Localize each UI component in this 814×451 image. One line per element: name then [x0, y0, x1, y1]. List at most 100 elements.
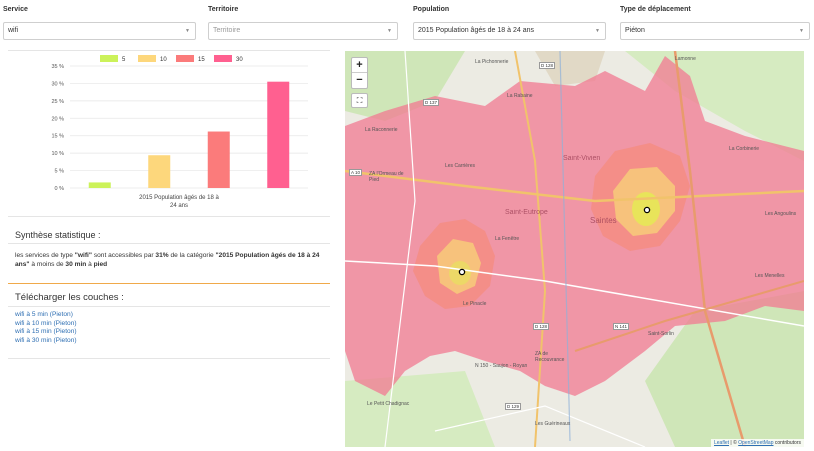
map-label-saint-eutrope: Saint-Eutrope: [505, 209, 548, 216]
road-secondary-1: [345, 260, 804, 327]
map-label-d128a: D 128: [539, 62, 556, 69]
map-label-rabaine: La Rabaine: [507, 93, 533, 99]
map-label-d128b: D 128: [533, 323, 550, 330]
stats-text: les services de type "wifi" sont accessi…: [15, 251, 331, 269]
road-secondary-3: [434, 405, 646, 447]
map-label-pichonnerie: La Pichonnerie: [475, 59, 509, 65]
map-label-lamonne: Lamonne: [675, 56, 696, 62]
y-tick-label: 5 %: [55, 169, 65, 175]
download-title-divider: [8, 306, 330, 307]
map-label-menelles: Les Menelles: [755, 273, 785, 279]
download-bottom-divider: [8, 358, 330, 359]
legend-swatch-30: [214, 55, 232, 62]
stats-title: Synthèse statistique :: [15, 230, 101, 240]
deplacement-select-value: Piéton: [625, 27, 645, 34]
download-link-30min[interactable]: wifi à 30 min (Pieton): [15, 336, 77, 344]
zoom-in-button[interactable]: +: [352, 58, 367, 73]
attrib-rest: contributors: [773, 440, 801, 446]
green-area-se: [645, 291, 804, 447]
legend-label-30: 30: [236, 57, 243, 63]
isochrone-30min: [345, 56, 804, 396]
download-links: wifi à 5 min (Pieton) wifi à 10 min (Pie…: [15, 311, 77, 345]
y-tick-label: 10 %: [51, 151, 64, 157]
y-tick-label: 25 %: [51, 99, 64, 105]
road-n150: [673, 51, 747, 447]
fullscreen-button[interactable]: ⛶: [351, 93, 368, 108]
map-label-carrieres: Les Carrières: [445, 163, 476, 169]
filter-deplacement: Type de déplacement: [620, 0, 691, 13]
chart-top-divider: [8, 50, 330, 51]
map-label-raconnerie: La Raconnerie: [365, 127, 398, 133]
map-label-fenetre: La Fenêtre: [495, 236, 520, 242]
map-label-pinacle: Le Pinacle: [463, 301, 487, 307]
filter-territoire: Territoire: [208, 0, 238, 13]
legend-swatch-15: [176, 55, 194, 62]
map-label-saint-vivien: Saint-Vivien: [563, 155, 601, 162]
map-label-za-recouvrance: ZA de Recouvrance: [535, 351, 565, 363]
map-label-saintes: Saintes: [590, 216, 617, 225]
filter-service: Service: [3, 0, 28, 13]
population-select[interactable]: 2015 Population âgés de 18 à 24 ans ▼: [413, 22, 606, 40]
territoire-select[interactable]: Territoire ▼: [208, 22, 398, 40]
bar-5min: [88, 182, 111, 188]
y-tick-label: 20 %: [51, 116, 64, 122]
stats-divider: [8, 243, 330, 244]
bar-chart-svg: 0 % 5 % 10 % 15 % 20 % 25 % 30 % 35 % 2015 Popul…: [51, 55, 308, 209]
territoire-select-placeholder: Territoire: [213, 27, 241, 34]
wifi-marker-east[interactable]: [643, 206, 651, 214]
stats-t5: à: [86, 261, 94, 268]
isochrone-map[interactable]: La Pichonnerie D 128 Lamonne D 137 La Ra…: [345, 51, 804, 447]
legend-label-15: 15: [198, 57, 205, 63]
map-label-petit-chadignac: Le Petit Chadignac: [367, 401, 410, 407]
map-label-angoulins: Les Angoulins: [765, 211, 797, 217]
service-select-value: wifi: [8, 27, 19, 34]
chart-bottom-divider: [8, 216, 330, 217]
urban-area-n: [535, 51, 605, 86]
map-label-n141: N 141: [613, 323, 630, 330]
map-label-gueneau: Les Guérineaux: [535, 421, 571, 427]
download-link-5min[interactable]: wifi à 5 min (Pieton): [15, 311, 73, 318]
leaflet-link[interactable]: Leaflet: [714, 440, 730, 446]
road-main-ns: [514, 51, 547, 447]
road-n141: [574, 280, 804, 352]
x-axis-label-line2: 24 ans: [170, 203, 188, 209]
population-select-value: 2015 Population âgés de 18 à 24 ans: [418, 27, 534, 34]
map-label-d129: D 129: [505, 403, 522, 410]
filter-population-label: Population: [413, 6, 450, 13]
wifi-marker-west[interactable]: [458, 268, 466, 276]
x-axis-label: 2015 Population âgés de 18 à: [139, 195, 219, 201]
legend-swatch-5: [100, 55, 118, 62]
chevron-down-icon: ▼: [595, 28, 600, 34]
stats-percent: 31%: [155, 252, 169, 259]
download-title: Télécharger les couches :: [15, 292, 124, 303]
map-label-n150: N 150 - Saujon - Royan: [475, 363, 528, 369]
map-base-svg: [345, 51, 804, 447]
map-label-a10: A 10: [349, 169, 363, 176]
filter-deplacement-label: Type de déplacement: [620, 6, 691, 13]
osm-link[interactable]: OpenStreetMap: [738, 440, 774, 446]
y-tick-label: 0 %: [55, 186, 65, 192]
map-label-d137: D 137: [423, 99, 440, 106]
deplacement-select[interactable]: Piéton ▼: [620, 22, 810, 40]
chevron-down-icon: ▼: [387, 28, 392, 34]
map-label-saint-sorlin: Saint-Sorlin: [648, 331, 674, 337]
road-secondary-2: [384, 51, 416, 447]
service-select[interactable]: wifi ▼: [3, 22, 196, 40]
stats-category: "2015 Population âgés de 18 à 24 ans": [15, 252, 320, 268]
y-tick-label: 15 %: [51, 134, 64, 140]
y-tick-label: 30 %: [51, 81, 64, 87]
bar-30min: [267, 81, 290, 188]
map-label-corbinerie: La Corbinerie: [729, 146, 760, 152]
road-main-ew: [345, 169, 804, 203]
attrib-sep: | ©: [729, 440, 739, 446]
bar-15min: [207, 131, 230, 188]
legend-label-5: 5: [122, 57, 126, 63]
download-link-10min[interactable]: wifi à 10 min (Pieton): [15, 319, 77, 327]
stats-time: 30 min: [65, 261, 87, 268]
zoom-out-button[interactable]: −: [356, 74, 363, 86]
green-area-nw: [345, 51, 465, 121]
filter-service-label: Service: [3, 6, 28, 13]
filter-population: Population: [413, 0, 450, 13]
stats-mode: pied: [93, 261, 108, 268]
download-link-15min[interactable]: wifi à 15 min (Pieton): [15, 328, 77, 336]
